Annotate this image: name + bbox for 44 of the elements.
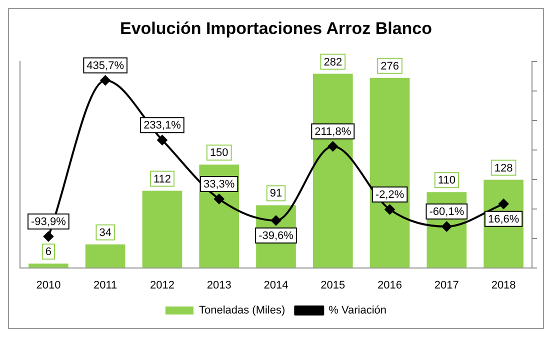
data-label: 110 — [438, 174, 456, 187]
data-label: 233,1% — [144, 120, 182, 132]
data-label: 435,7% — [86, 60, 124, 72]
data-label: -2,2% — [375, 189, 404, 202]
x-tick-label: 2011 — [94, 279, 118, 292]
point — [498, 198, 509, 209]
data-label: -60,1% — [429, 206, 464, 218]
data-label: 128 — [494, 162, 513, 174]
point — [157, 135, 168, 146]
bar — [85, 244, 126, 268]
data-label: 6 — [45, 246, 52, 258]
data-label: -93,9% — [31, 216, 66, 228]
point — [384, 204, 395, 214]
x-tick-label: 2016 — [378, 279, 402, 292]
data-label: 34 — [99, 226, 112, 239]
data-label: 33,3% — [204, 178, 235, 191]
x-tick-label: 2014 — [264, 279, 288, 292]
bar — [142, 190, 182, 268]
data-label: -39,6% — [258, 230, 294, 242]
data-label: 91 — [270, 188, 282, 200]
point — [43, 232, 54, 242]
point — [100, 75, 110, 86]
legend-label: Toneladas (Miles) — [198, 304, 286, 317]
data-label: 211,8% — [314, 126, 352, 138]
point — [442, 222, 452, 232]
data-label: 112 — [153, 173, 171, 186]
x-tick-label: 2013 — [206, 279, 232, 292]
x-tick-label: 2012 — [150, 279, 174, 292]
data-label: 282 — [324, 56, 342, 68]
bar — [28, 264, 68, 268]
point — [328, 141, 338, 152]
point — [214, 194, 224, 204]
x-tick-label: 2018 — [491, 279, 516, 292]
x-tick-label: 2010 — [36, 279, 61, 292]
bar — [312, 74, 353, 268]
data-label: 276 — [380, 60, 399, 72]
data-label: 16,6% — [488, 213, 520, 226]
legend-label: % Variación — [328, 304, 387, 317]
chart-title: Evolución Importaciones Arroz Blanco — [120, 18, 432, 38]
data-label: 150 — [210, 147, 228, 160]
bar — [370, 78, 410, 268]
point — [271, 216, 281, 226]
x-tick-label: 2015 — [320, 279, 346, 292]
x-tick-label: 2017 — [434, 279, 459, 292]
